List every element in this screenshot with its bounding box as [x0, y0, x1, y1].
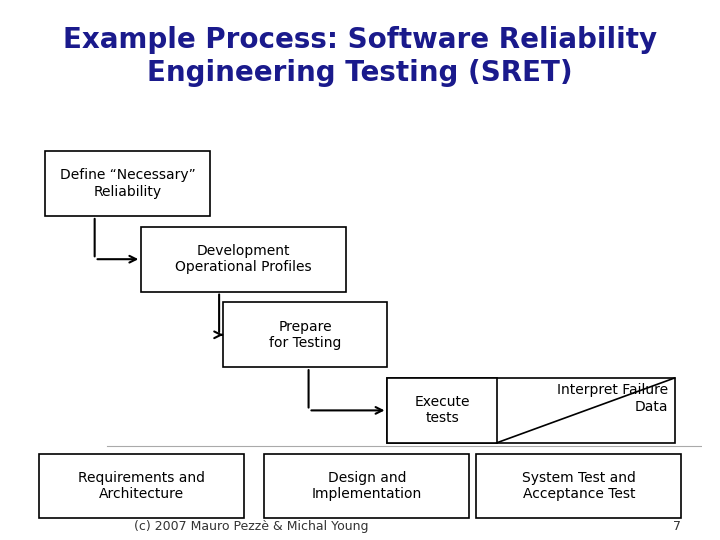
Text: Example Process: Software Reliability
Engineering Testing (SRET): Example Process: Software Reliability En… [63, 26, 657, 87]
Text: Requirements and
Architecture: Requirements and Architecture [78, 471, 204, 501]
FancyBboxPatch shape [223, 302, 387, 367]
FancyBboxPatch shape [387, 378, 497, 443]
Text: Development
Operational Profiles: Development Operational Profiles [176, 244, 312, 274]
Text: 7: 7 [673, 520, 681, 533]
FancyBboxPatch shape [476, 454, 681, 518]
Text: Define “Necessary”
Reliability: Define “Necessary” Reliability [60, 168, 195, 199]
Text: System Test and
Acceptance Test: System Test and Acceptance Test [522, 471, 636, 501]
FancyBboxPatch shape [45, 151, 210, 216]
FancyBboxPatch shape [141, 227, 346, 292]
FancyBboxPatch shape [39, 454, 244, 518]
Text: Design and
Implementation: Design and Implementation [312, 471, 422, 501]
Text: Interpret Failure
Data: Interpret Failure Data [557, 383, 667, 414]
Text: Prepare
for Testing: Prepare for Testing [269, 320, 341, 350]
Text: (c) 2007 Mauro Pezzè & Michal Young: (c) 2007 Mauro Pezzè & Michal Young [135, 520, 369, 533]
Text: Execute
tests: Execute tests [414, 395, 470, 426]
FancyBboxPatch shape [264, 454, 469, 518]
FancyBboxPatch shape [387, 378, 675, 443]
